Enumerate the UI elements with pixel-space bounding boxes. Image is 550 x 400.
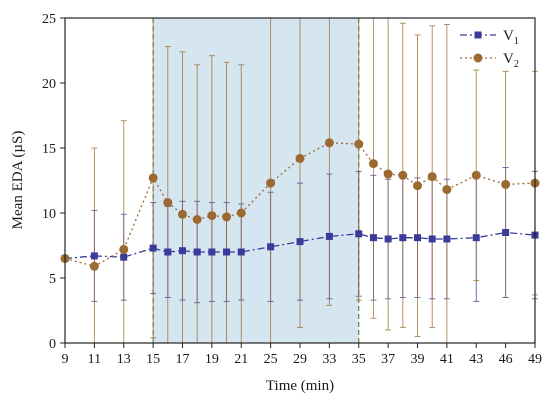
data-point-v1 [193,248,201,256]
data-point-v2 [501,179,511,189]
data-point-v2 [163,198,173,208]
x-tick-label: 19 [205,352,219,367]
data-point-v2 [119,244,129,254]
legend: V1 V2 [460,28,519,70]
data-point-v1 [90,252,98,260]
x-tick-label: 35 [352,352,366,367]
y-tick-label: 15 [42,142,56,157]
data-point-v2 [236,208,246,218]
data-point-v1 [208,248,216,256]
data-point-v1 [267,243,275,251]
x-axis-title: Time (min) [266,378,334,394]
data-point-v2 [178,209,187,219]
x-tick-label: 11 [88,352,101,367]
data-point-v2 [471,170,481,180]
data-point-v2 [324,138,334,148]
legend-label-v1: V1 [503,28,519,47]
data-point-v2 [413,181,422,191]
data-point-v2 [266,178,276,188]
data-point-v1 [120,253,128,261]
y-axis-title: Mean EDA (µS) [10,131,26,230]
data-point-v1 [443,235,451,243]
legend-marker-v1 [474,31,482,39]
legend-subscript: 1 [514,36,519,47]
y-tick-label: 0 [49,337,56,352]
data-point-v1 [472,234,480,242]
data-point-v1 [355,230,363,238]
x-tick-label: 37 [381,352,395,367]
data-point-v1 [384,235,392,243]
data-point-v2 [222,212,232,222]
data-point-v2 [207,211,217,221]
data-point-v2 [192,215,202,224]
x-tick-label: 15 [146,352,160,367]
y-tick-label: 20 [42,77,56,92]
x-tick-label: 46 [499,352,513,367]
x-tick-label: 39 [411,352,425,367]
series-line-v1 [64,231,536,260]
data-point-v2 [89,261,99,271]
x-tick-label: 21 [234,352,248,367]
axes: 9 11 13 15 17 19 21 25 29 33 35 37 39 41 43 46 490510152… [42,12,542,367]
data-point-v2 [354,139,364,149]
x-tick-label: 17 [176,352,190,367]
data-point-v2 [442,185,452,195]
data-point-v1 [237,248,245,256]
legend-subscript: 2 [514,59,519,70]
data-point-v1 [502,229,510,236]
legend-marker-v2 [473,53,483,63]
x-tick-label: 43 [469,352,483,367]
legend-label-v2: V2 [503,51,519,70]
x-tick-label: 13 [117,352,131,367]
y-tick-label: 10 [42,207,56,222]
data-point-v2 [368,159,378,169]
data-point-v1 [325,232,333,240]
data-point-v2 [148,173,158,183]
y-tick-label: 5 [49,272,56,287]
data-point-v2 [295,153,305,163]
data-point-v2 [427,172,437,182]
data-point-v2 [383,169,393,179]
data-point-v1 [296,238,304,246]
x-tick-label: 9 [62,352,69,367]
plot-area [60,17,540,344]
y-tick-label: 25 [42,12,56,27]
data-point-v1 [414,234,421,242]
data-point-v1 [164,248,172,256]
data-point-v1 [428,235,436,243]
shaded-region [153,18,359,343]
x-tick-label: 29 [293,352,307,367]
data-point-v2 [398,170,408,180]
data-point-v1 [399,234,407,242]
x-tick-label: 41 [440,352,454,367]
x-tick-label: 33 [322,352,336,367]
data-point-v1 [179,247,186,255]
data-point-v1 [223,248,231,256]
x-tick-label: 25 [264,352,278,367]
data-point-v1 [369,234,377,242]
x-tick-label: 49 [528,352,542,367]
data-point-v1 [149,244,157,252]
